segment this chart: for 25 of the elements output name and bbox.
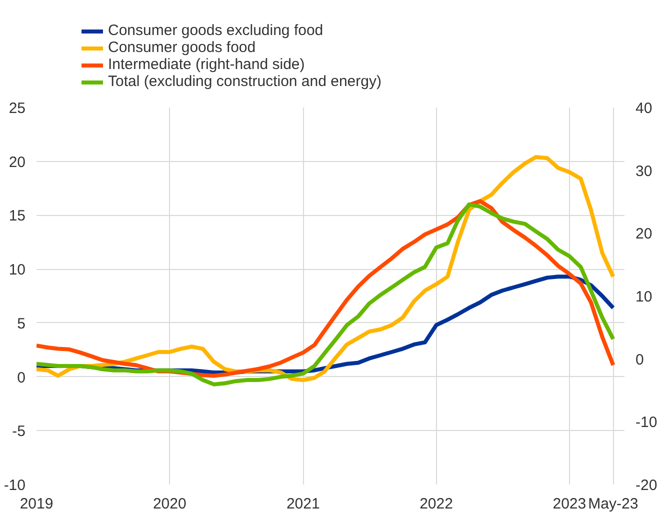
y-tick-label: 0 bbox=[17, 369, 26, 386]
x-tick-label: 2019 bbox=[20, 496, 54, 512]
legend-label: Consumer goods food bbox=[108, 39, 256, 56]
y-tick-label: 25 bbox=[8, 100, 26, 117]
y2-tick-label: 0 bbox=[636, 351, 644, 368]
y-tick-label: -10 bbox=[4, 477, 26, 494]
x-tick-label: 2023 bbox=[552, 496, 586, 512]
x-tick-label: 2020 bbox=[152, 496, 186, 512]
legend-label: Intermediate (right-hand side) bbox=[108, 56, 305, 73]
y2-tick-label: 10 bbox=[636, 288, 652, 306]
y2-tick-label: 20 bbox=[636, 226, 652, 243]
x-tick-label: 2022 bbox=[420, 496, 453, 512]
y-tick-label: 5 bbox=[17, 315, 26, 332]
y-tick-label: -5 bbox=[12, 423, 26, 440]
y2-tick-label: 30 bbox=[636, 162, 652, 180]
y-tick-label: 10 bbox=[8, 262, 26, 279]
legend-label: Total (excluding construction and energy) bbox=[108, 73, 382, 90]
x-tick-label: May-23 bbox=[588, 496, 638, 512]
y2-tick-label: -10 bbox=[636, 414, 658, 432]
y2-tick-label: 40 bbox=[636, 100, 652, 117]
x-tick-label: 2021 bbox=[286, 496, 320, 512]
y-tick-label: 20 bbox=[8, 154, 26, 171]
y-tick-label: 15 bbox=[8, 208, 26, 225]
y2-tick-label: -20 bbox=[636, 477, 658, 494]
legend-label: Consumer goods excluding food bbox=[108, 22, 324, 39]
